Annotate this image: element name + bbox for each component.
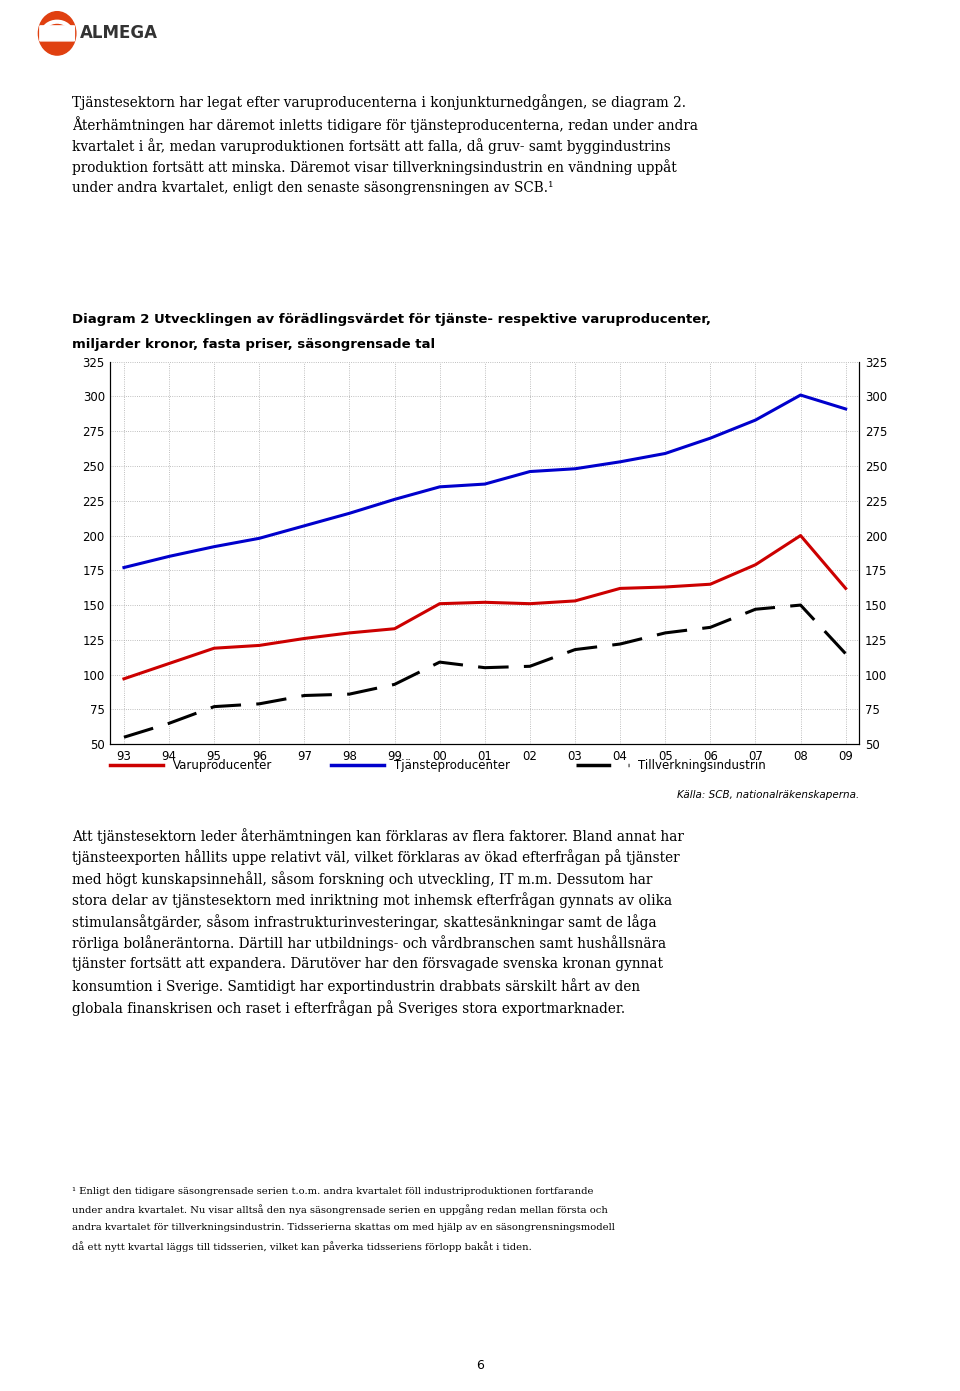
Text: då ett nytt kvartal läggs till tidsserien, vilket kan påverka tidsseriens förlop: då ett nytt kvartal läggs till tidsserie… (72, 1241, 532, 1252)
Text: ALMEGA: ALMEGA (80, 25, 158, 42)
Text: rörliga bolåneräntorna. Därtill har utbildnings- och vårdbranschen samt hushålls: rörliga bolåneräntorna. Därtill har utbi… (72, 935, 666, 951)
Text: Tillverkningsindustrin: Tillverkningsindustrin (638, 758, 766, 772)
Text: tjänster fortsätt att expandera. Därutöver har den försvagade svenska kronan gyn: tjänster fortsätt att expandera. Därutöv… (72, 957, 663, 971)
Text: Återhämtningen har däremot inletts tidigare för tjänsteproducenterna, redan unde: Återhämtningen har däremot inletts tidig… (72, 115, 698, 134)
Text: kvartalet i år, medan varuproduktionen fortsätt att falla, då gruv- samt byggind: kvartalet i år, medan varuproduktionen f… (72, 138, 671, 153)
FancyBboxPatch shape (39, 26, 75, 40)
Text: miljarder kronor, fasta priser, säsongrensade tal: miljarder kronor, fasta priser, säsongre… (72, 338, 435, 351)
Text: under andra kvartalet. Nu visar alltså den nya säsongrensade serien en uppgång r: under andra kvartalet. Nu visar alltså d… (72, 1205, 608, 1216)
Text: Diagram 2 Utvecklingen av förädlingsvärdet för tjänste- respektive varuproducent: Diagram 2 Utvecklingen av förädlingsvärd… (72, 313, 711, 325)
Text: stimulansåtgärder, såsom infrastrukturinvesteringar, skattesänkningar samt de lå: stimulansåtgärder, såsom infrastrukturin… (72, 914, 657, 929)
Text: under andra kvartalet, enligt den senaste säsongrensningen av SCB.¹: under andra kvartalet, enligt den senast… (72, 181, 554, 195)
Text: Tjänsteproducenter: Tjänsteproducenter (394, 758, 510, 772)
Text: 6: 6 (476, 1359, 484, 1373)
Text: stora delar av tjänstesektorn med inriktning mot inhemsk efterfrågan gynnats av : stora delar av tjänstesektorn med inrikt… (72, 893, 672, 908)
Text: Källa: SCB, nationalräkenskaperna.: Källa: SCB, nationalräkenskaperna. (677, 790, 859, 800)
Text: ¹ Enligt den tidigare säsongrensade serien t.o.m. andra kvartalet föll industrip: ¹ Enligt den tidigare säsongrensade seri… (72, 1187, 593, 1195)
Circle shape (38, 11, 76, 56)
Text: Varuproducenter: Varuproducenter (173, 758, 273, 772)
Text: andra kvartalet för tillverkningsindustrin. Tidsserierna skattas om med hjälp av: andra kvartalet för tillverkningsindustr… (72, 1223, 614, 1231)
Text: med högt kunskapsinnehåll, såsom forskning och utveckling, IT m.m. Dessutom har: med högt kunskapsinnehåll, såsom forskni… (72, 871, 653, 886)
Text: globala finanskrisen och raset i efterfrågan på Sveriges stora exportmarknader.: globala finanskrisen och raset i efterfr… (72, 1000, 625, 1015)
Text: produktion fortsätt att minska. Däremot visar tillverkningsindustrin en vändning: produktion fortsätt att minska. Däremot … (72, 159, 677, 175)
Text: Att tjänstesektorn leder återhämtningen kan förklaras av flera faktorer. Bland a: Att tjänstesektorn leder återhämtningen … (72, 828, 684, 843)
Text: konsumtion i Sverige. Samtidigt har exportindustrin drabbats särskilt hårt av de: konsumtion i Sverige. Samtidigt har expo… (72, 978, 640, 995)
Text: tjänsteexporten hållits uppe relativt väl, vilket förklaras av ökad efterfrågan : tjänsteexporten hållits uppe relativt vä… (72, 849, 680, 865)
Text: Tjänstesektorn har legat efter varuproducenterna i konjunkturnedgången, se diagr: Tjänstesektorn har legat efter varuprodu… (72, 95, 686, 110)
